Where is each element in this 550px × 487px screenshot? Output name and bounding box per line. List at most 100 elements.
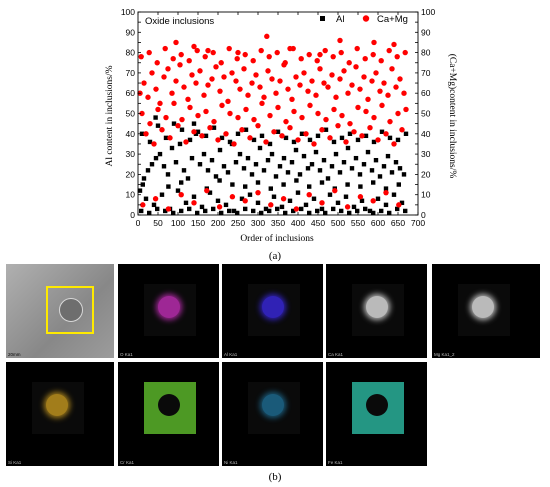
point-al (347, 210, 352, 216)
x-tick-label: 100 (171, 218, 185, 228)
point-ca-mg (344, 204, 351, 210)
point-al (179, 127, 185, 132)
point-ca-mg (269, 76, 275, 82)
eds-map-tile: Al Ka1 (222, 264, 323, 358)
point-al (215, 198, 221, 203)
chart-legend: Al Ca+Mg (320, 14, 408, 25)
point-ca-mg (250, 58, 256, 64)
point-ca-mg (268, 202, 274, 208)
y-tick-label: 50 (126, 109, 136, 119)
point-ca-mg (202, 53, 208, 60)
point-al (191, 121, 197, 126)
point-ca-mg (314, 58, 320, 64)
point-ca-mg (338, 49, 344, 56)
point-ca-mg (298, 55, 304, 62)
legend-label-al: Al (336, 14, 344, 25)
point-ca-mg (332, 187, 338, 194)
point-ca-mg (259, 100, 265, 107)
point-al (261, 168, 267, 173)
point-ca-mg (323, 116, 329, 123)
point-al (247, 192, 253, 197)
point-ca-mg (386, 47, 392, 54)
point-ca-mg (193, 80, 199, 86)
point-ca-mg (403, 106, 409, 113)
point-al (139, 208, 144, 214)
point-al (241, 166, 247, 171)
point-al (267, 141, 273, 147)
point-ca-mg (231, 141, 237, 147)
point-al (147, 210, 152, 216)
point-ca-mg (287, 45, 293, 52)
point-ca-mg (195, 112, 201, 119)
eds-map-tile: Ca Ka1 (326, 264, 427, 358)
point-ca-mg (159, 127, 165, 133)
point-ca-mg (330, 53, 336, 60)
point-al (171, 210, 176, 216)
point-al (387, 210, 392, 216)
point-ca-mg (177, 62, 183, 68)
point-ca-mg (397, 76, 403, 82)
point-ca-mg (370, 51, 376, 58)
point-ca-mg (261, 94, 267, 100)
point-al (259, 210, 264, 216)
point-al (393, 160, 399, 165)
point-ca-mg (355, 104, 361, 111)
point-al (391, 192, 397, 197)
point-al (325, 176, 331, 181)
point-ca-mg (173, 78, 179, 84)
y2-tick-label: 30 (421, 149, 431, 159)
point-ca-mg (213, 64, 219, 70)
point-al (259, 133, 265, 139)
point-ca-mg (389, 66, 395, 72)
point-ca-mg (251, 116, 257, 123)
point-ca-mg (257, 84, 263, 90)
point-al (363, 133, 369, 139)
point-ca-mg (331, 106, 337, 113)
point-al (268, 186, 273, 191)
point-ca-mg (293, 74, 299, 80)
point-al (217, 178, 222, 183)
scatter-chart: 0 50 100 150 200 250 300 350 400 450 500 550 600 650 7… (105, 7, 458, 244)
point-ca-mg (205, 47, 211, 54)
selection-box (46, 286, 94, 334)
point-al (153, 155, 159, 161)
point-ca-mg (289, 96, 295, 102)
y-tick-label: 10 (126, 190, 136, 200)
point-ca-mg (219, 102, 225, 109)
point-al (345, 182, 350, 187)
point-ca-mg (359, 133, 365, 139)
point-ca-mg (201, 92, 207, 98)
point-ca-mg (271, 129, 277, 135)
point-al (363, 206, 368, 212)
point-ca-mg (337, 37, 343, 44)
point-al (195, 210, 200, 216)
point-al (169, 145, 175, 151)
point-ca-mg (317, 51, 323, 58)
point-al (221, 164, 227, 169)
point-ca-mg (322, 47, 328, 54)
point-al (281, 155, 287, 161)
point-ca-mg (242, 198, 248, 204)
point-al (273, 174, 279, 179)
point-al (251, 137, 257, 143)
point-ca-mg (205, 82, 211, 88)
point-al (161, 164, 167, 169)
point-al (371, 139, 377, 145)
point-al (255, 180, 261, 185)
point-al (403, 131, 409, 136)
chart-title: Oxide inclusions (145, 16, 214, 27)
point-al (239, 196, 245, 201)
point-al (171, 121, 177, 126)
point-ca-mg (197, 68, 203, 74)
point-al (317, 168, 323, 173)
point-al (319, 180, 325, 185)
point-ca-mg (369, 78, 375, 84)
point-ca-mg (194, 47, 200, 54)
point-al (275, 129, 281, 134)
point-ca-mg (170, 55, 176, 62)
point-ca-mg (199, 133, 205, 139)
map-label: Ni Ka1 (224, 460, 238, 465)
element-signal (366, 394, 388, 416)
point-ca-mg (178, 51, 184, 58)
point-ca-mg (266, 53, 272, 60)
